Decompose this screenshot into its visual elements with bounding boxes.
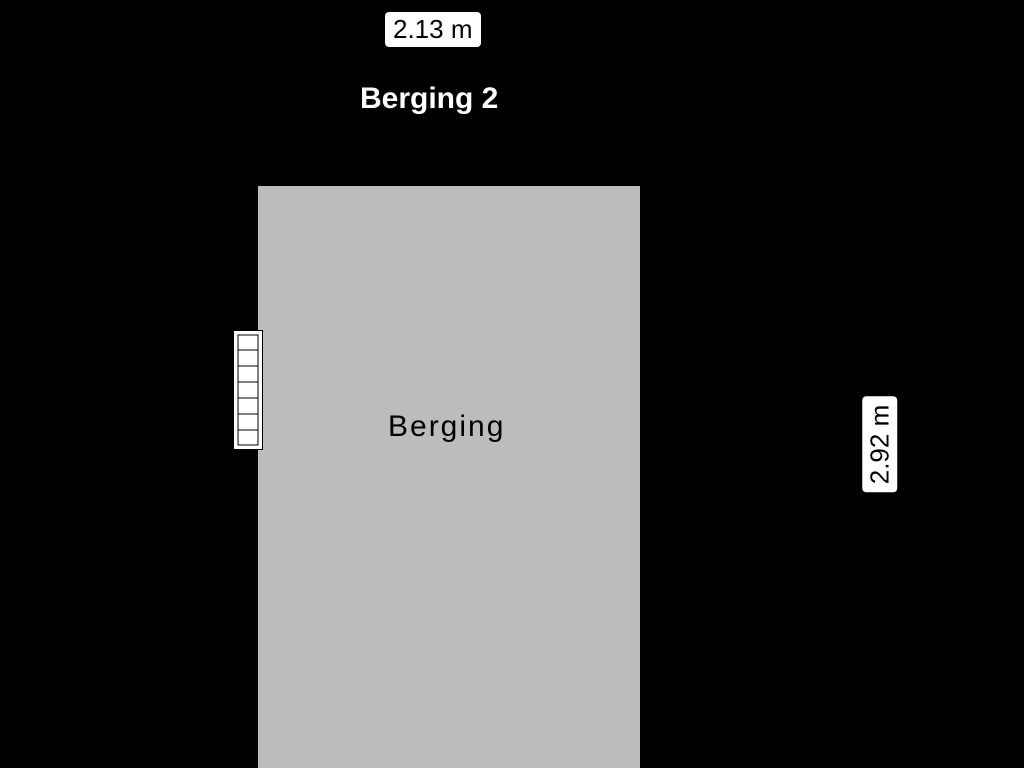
- room-box: [258, 186, 640, 768]
- floorplan-title: Berging 2: [360, 82, 498, 116]
- dimension-height-label: 2.92 m: [862, 397, 897, 493]
- dimension-width-label: 2.13 m: [385, 12, 481, 47]
- window-element: [233, 330, 263, 450]
- room-label: Berging: [388, 410, 505, 444]
